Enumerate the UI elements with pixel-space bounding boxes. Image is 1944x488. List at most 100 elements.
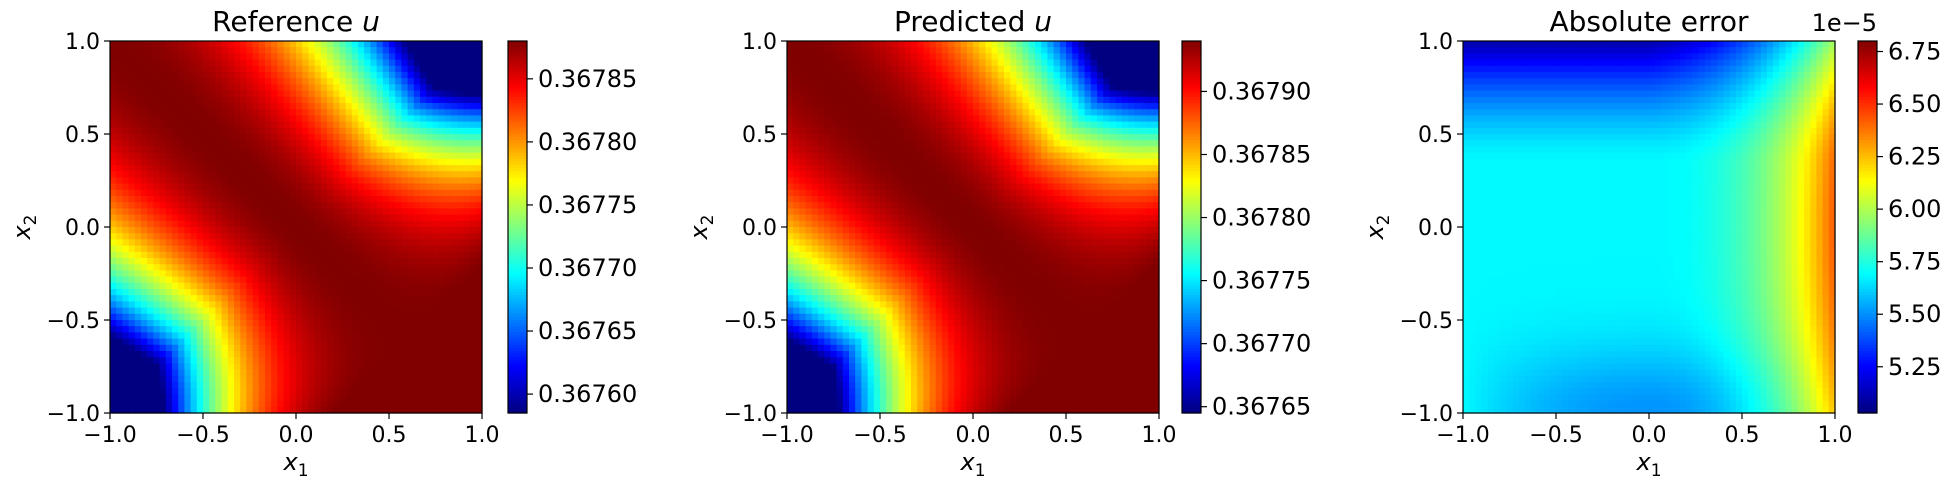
heatmap-cell	[327, 202, 334, 209]
heatmap-cell	[383, 177, 390, 184]
heatmap-cell	[426, 388, 433, 395]
heatmap-cell	[352, 239, 359, 246]
heatmap-cell	[824, 140, 831, 147]
heatmap-cell	[352, 388, 359, 395]
heatmap-cell	[116, 351, 123, 358]
heatmap-cell	[141, 72, 148, 79]
heatmap-cell	[445, 289, 452, 296]
heatmap-cell	[1085, 122, 1092, 129]
heatmap-cell	[321, 332, 328, 339]
heatmap-cell	[209, 208, 216, 215]
heatmap-cell	[420, 394, 427, 401]
heatmap-cell	[160, 103, 167, 110]
heatmap-cell	[265, 159, 272, 166]
heatmap-cell	[172, 376, 179, 383]
heatmap-cell	[432, 196, 439, 203]
heatmap-cell	[420, 128, 427, 135]
heatmap-cell	[222, 134, 229, 141]
heatmap-cell	[116, 171, 123, 178]
heatmap-cell	[401, 146, 408, 153]
heatmap-cell	[265, 122, 272, 129]
heatmap-cell	[197, 41, 204, 48]
heatmap-cell	[339, 270, 346, 277]
heatmap-cell	[408, 196, 415, 203]
y-tick-label: −1.0	[47, 402, 100, 427]
heatmap-cell	[246, 252, 253, 259]
heatmap-cell	[240, 78, 247, 85]
heatmap-cell	[308, 184, 315, 191]
heatmap-cell	[451, 320, 458, 327]
heatmap-cell	[364, 78, 371, 85]
heatmap-cell	[184, 401, 191, 408]
heatmap-cell	[432, 314, 439, 321]
heatmap-cell	[253, 270, 260, 277]
heatmap-cell	[172, 320, 179, 327]
heatmap-cell	[457, 196, 464, 203]
heatmap-cell	[222, 308, 229, 315]
heatmap-cell	[1140, 78, 1147, 85]
heatmap-cell	[370, 202, 377, 209]
heatmap-cell	[445, 159, 452, 166]
heatmap-cell	[178, 66, 185, 73]
heatmap-cell	[315, 357, 322, 364]
heatmap-cell	[861, 91, 868, 98]
heatmap-cell	[432, 332, 439, 339]
heatmap-cell	[178, 246, 185, 253]
heatmap-cell	[191, 165, 198, 172]
heatmap-cell	[1072, 153, 1079, 160]
heatmap-cell	[880, 103, 887, 110]
heatmap-cell	[302, 184, 309, 191]
heatmap-cell	[116, 53, 123, 60]
heatmap-cell	[308, 97, 315, 104]
heatmap-cell	[277, 227, 284, 234]
heatmap-cell	[240, 370, 247, 377]
heatmap-cell	[284, 103, 291, 110]
heatmap-cell	[370, 376, 377, 383]
heatmap-cell	[942, 165, 949, 172]
heatmap-cell	[339, 177, 346, 184]
heatmap-cell	[122, 91, 129, 98]
heatmap-cell	[1041, 60, 1048, 67]
heatmap-cell	[141, 103, 148, 110]
heatmap-cell	[153, 258, 160, 265]
heatmap-cell	[315, 351, 322, 358]
heatmap-cell	[426, 109, 433, 116]
heatmap-cell	[160, 264, 167, 271]
heatmap-cell	[930, 66, 937, 73]
heatmap-cell	[178, 202, 185, 209]
heatmap-cell	[122, 264, 129, 271]
heatmap-cell	[253, 115, 260, 122]
heatmap-cell	[426, 171, 433, 178]
heatmap-cell	[160, 146, 167, 153]
heatmap-cell	[215, 208, 222, 215]
heatmap-cell	[271, 146, 278, 153]
heatmap-cell	[277, 339, 284, 346]
heatmap-cell	[234, 47, 241, 54]
heatmap-cell	[1091, 72, 1098, 79]
heatmap-cell	[930, 159, 937, 166]
heatmap-cell	[470, 78, 477, 85]
heatmap-cell	[147, 115, 154, 122]
heatmap-cell	[246, 190, 253, 197]
heatmap-cell	[470, 53, 477, 60]
heatmap-cell	[284, 215, 291, 222]
heatmap-cell	[855, 53, 862, 60]
heatmap-cell	[470, 264, 477, 271]
heatmap-cell	[457, 109, 464, 116]
heatmap-cell	[315, 345, 322, 352]
heatmap-cell	[812, 53, 819, 60]
heatmap-cell	[917, 84, 924, 91]
heatmap-cell	[203, 72, 210, 79]
heatmap-cell	[954, 140, 961, 147]
heatmap-cell	[445, 72, 452, 79]
heatmap-cell	[327, 41, 334, 48]
heatmap-cell	[812, 146, 819, 153]
heatmap-cell	[141, 66, 148, 73]
heatmap-cell	[451, 128, 458, 135]
heatmap-cell	[892, 91, 899, 98]
heatmap-cell	[135, 401, 142, 408]
heatmap-cell	[992, 165, 999, 172]
heatmap-cell	[240, 345, 247, 352]
heatmap-cell	[315, 221, 322, 228]
heatmap-cell	[787, 128, 794, 135]
